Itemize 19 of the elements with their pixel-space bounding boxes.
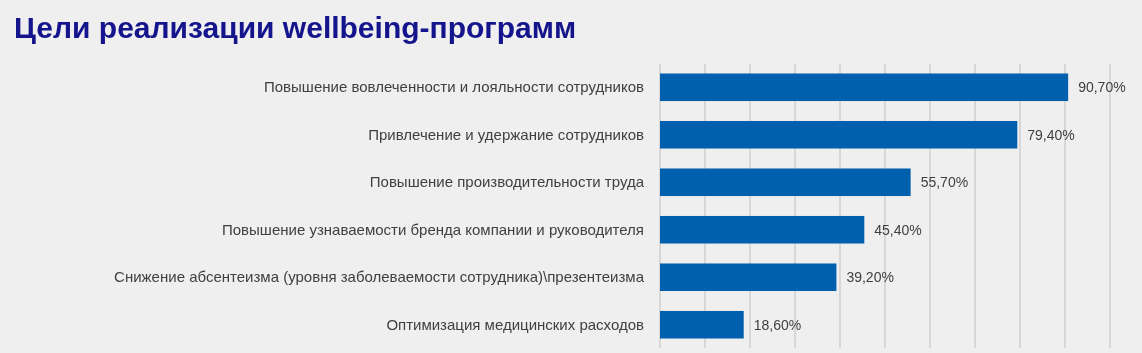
data-label: 39,20% [846,269,894,286]
y-tick-label: Повышение вовлеченности и лояльности сотрудников [264,78,645,96]
data-label: 45,40% [874,221,922,238]
y-tick-label: Снижение абсентеизма (уровня заболеваемости сотрудника)\презентеизма [114,268,645,286]
bar [660,73,1069,102]
text: Цели реализации wellbeing-программ [14,11,577,44]
bar [660,120,1018,149]
bar [660,168,911,197]
bar [660,310,744,339]
bar [660,215,865,244]
y-tick-label: Привлечение и удержание сотрудников [368,125,645,143]
data-label: 18,60% [753,316,802,333]
bar [660,263,837,292]
data-label: 55,70% [920,174,969,191]
y-tick-label: Повышение узнаваемости бренда компании и руководителя [221,220,644,238]
data-label: 90,70% [1078,79,1126,96]
y-tick-label: Повышение производительности труда [369,173,645,191]
y-tick-label: Оптимизация медицинских расходов [386,315,645,333]
data-label: 79,40% [1027,126,1075,143]
